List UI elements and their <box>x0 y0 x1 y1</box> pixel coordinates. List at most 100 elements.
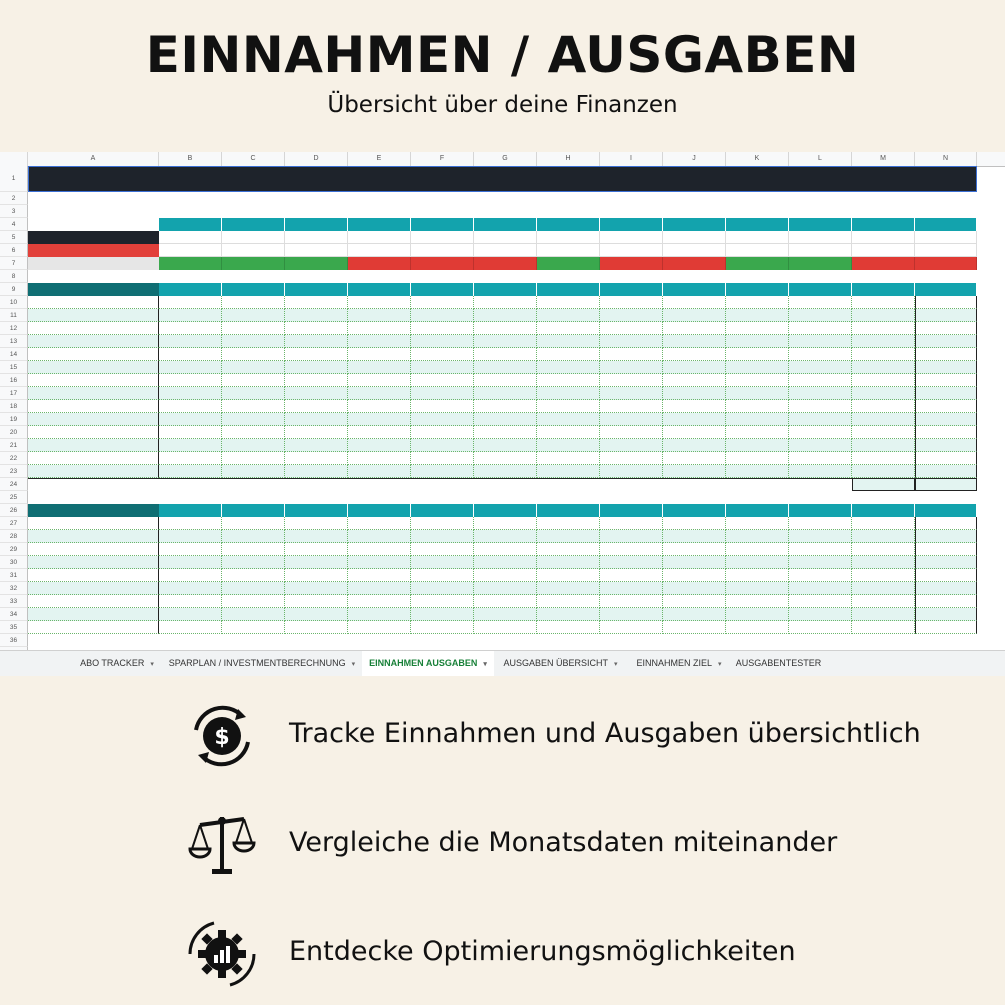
expense-total-cell[interactable] <box>159 244 222 257</box>
month-value-cell[interactable] <box>537 582 600 595</box>
month-value-cell[interactable] <box>537 348 600 361</box>
month-value-cell[interactable] <box>474 361 537 374</box>
income-total-cell[interactable] <box>537 231 600 244</box>
month-value-cell[interactable] <box>726 621 789 634</box>
row-number[interactable]: 27 <box>0 517 28 530</box>
row-label[interactable] <box>28 530 159 543</box>
month-value-cell[interactable] <box>663 452 726 465</box>
month-value-cell[interactable] <box>852 335 915 348</box>
chevron-down-icon[interactable]: ▾ <box>150 661 154 668</box>
month-value-cell[interactable] <box>222 426 285 439</box>
month-value-cell[interactable] <box>222 309 285 322</box>
month-value-cell[interactable] <box>789 348 852 361</box>
month-value-cell[interactable] <box>159 452 222 465</box>
row-label[interactable] <box>28 569 159 582</box>
month-value-cell[interactable] <box>537 556 600 569</box>
month-value-cell[interactable] <box>789 517 852 530</box>
income-total-cell[interactable] <box>222 231 285 244</box>
month-value-cell[interactable] <box>159 413 222 426</box>
month-value-cell[interactable] <box>348 335 411 348</box>
expense-total-cell[interactable] <box>474 244 537 257</box>
month-value-cell[interactable] <box>285 335 348 348</box>
month-value-cell[interactable] <box>222 413 285 426</box>
month-value-cell[interactable] <box>600 621 663 634</box>
month-value-cell[interactable] <box>537 387 600 400</box>
month-value-cell[interactable] <box>600 439 663 452</box>
month-value-cell[interactable] <box>789 465 852 478</box>
column-header[interactable]: J <box>663 152 726 166</box>
row-number[interactable]: 6 <box>0 244 28 257</box>
row-number[interactable]: 7 <box>0 257 28 270</box>
month-value-cell[interactable] <box>474 569 537 582</box>
month-value-cell[interactable] <box>852 322 915 335</box>
month-value-cell[interactable] <box>474 530 537 543</box>
month-value-cell[interactable] <box>411 322 474 335</box>
month-value-cell[interactable] <box>537 296 600 309</box>
row-label[interactable] <box>28 621 159 634</box>
month-value-cell[interactable] <box>663 595 726 608</box>
row-label[interactable] <box>28 465 159 478</box>
month-value-cell[interactable] <box>537 595 600 608</box>
month-value-cell[interactable] <box>663 439 726 452</box>
month-value-cell[interactable] <box>663 621 726 634</box>
expense-total-cell[interactable] <box>348 244 411 257</box>
month-value-cell[interactable] <box>348 374 411 387</box>
row-label[interactable] <box>28 439 159 452</box>
month-value-cell[interactable] <box>222 465 285 478</box>
month-value-cell[interactable] <box>474 595 537 608</box>
difference-cell[interactable] <box>915 257 977 270</box>
month-value-cell[interactable] <box>411 439 474 452</box>
month-value-cell[interactable] <box>789 530 852 543</box>
month-value-cell[interactable] <box>285 556 348 569</box>
difference-cell[interactable] <box>411 257 474 270</box>
month-value-cell[interactable] <box>159 530 222 543</box>
month-value-cell[interactable] <box>663 322 726 335</box>
row-label[interactable] <box>28 309 159 322</box>
row-total-cell[interactable] <box>915 517 977 530</box>
month-value-cell[interactable] <box>600 309 663 322</box>
month-value-cell[interactable] <box>789 309 852 322</box>
month-value-cell[interactable] <box>222 387 285 400</box>
column-header[interactable]: H <box>537 152 600 166</box>
column-header[interactable]: D <box>285 152 348 166</box>
month-value-cell[interactable] <box>726 556 789 569</box>
month-value-cell[interactable] <box>474 296 537 309</box>
month-value-cell[interactable] <box>285 517 348 530</box>
month-value-cell[interactable] <box>474 608 537 621</box>
row-number[interactable]: 33 <box>0 595 28 608</box>
month-value-cell[interactable] <box>663 517 726 530</box>
month-value-cell[interactable] <box>537 426 600 439</box>
month-value-cell[interactable] <box>600 400 663 413</box>
expense-total-cell[interactable] <box>852 244 915 257</box>
month-value-cell[interactable] <box>537 517 600 530</box>
month-value-cell[interactable] <box>789 608 852 621</box>
month-value-cell[interactable] <box>411 309 474 322</box>
month-value-cell[interactable] <box>852 608 915 621</box>
month-value-cell[interactable] <box>159 296 222 309</box>
month-value-cell[interactable] <box>663 530 726 543</box>
corner-cell[interactable] <box>0 152 28 166</box>
row-label[interactable] <box>28 595 159 608</box>
sheet-tab[interactable]: AUSGABENTESTER <box>731 651 826 676</box>
row-total-cell[interactable] <box>915 452 977 465</box>
month-value-cell[interactable] <box>222 621 285 634</box>
month-value-cell[interactable] <box>663 400 726 413</box>
month-value-cell[interactable] <box>789 582 852 595</box>
sheet-tab[interactable]: EINNAHMEN ZIEL ▾ <box>627 651 731 676</box>
month-value-cell[interactable] <box>852 361 915 374</box>
column-header[interactable]: F <box>411 152 474 166</box>
month-value-cell[interactable] <box>663 387 726 400</box>
difference-cell[interactable] <box>726 257 789 270</box>
income-total-cell[interactable] <box>411 231 474 244</box>
row-number[interactable]: 21 <box>0 439 28 452</box>
difference-cell[interactable] <box>663 257 726 270</box>
row-total-cell[interactable] <box>915 556 977 569</box>
chevron-down-icon[interactable]: ▾ <box>614 661 618 668</box>
month-value-cell[interactable] <box>348 296 411 309</box>
month-value-cell[interactable] <box>348 439 411 452</box>
income-total-cell[interactable] <box>726 231 789 244</box>
difference-cell[interactable] <box>474 257 537 270</box>
row-total-cell[interactable] <box>915 348 977 361</box>
month-value-cell[interactable] <box>474 452 537 465</box>
month-value-cell[interactable] <box>348 322 411 335</box>
